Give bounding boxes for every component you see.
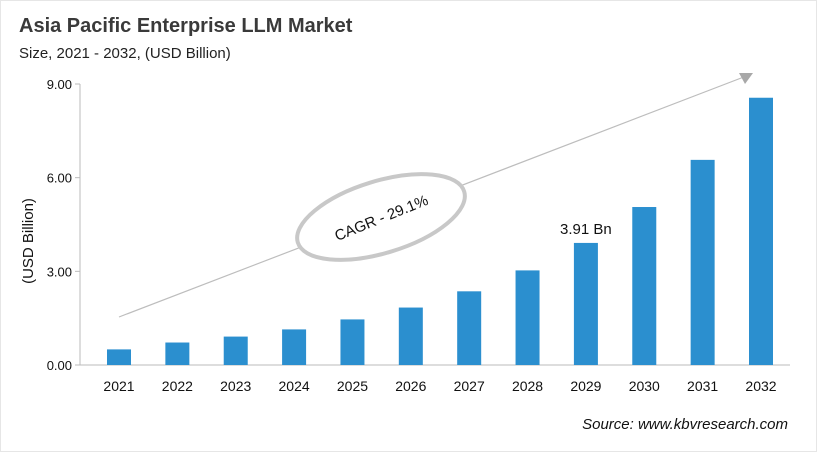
cagr-annotation: CAGR - 29.1% — [118, 73, 753, 318]
bar-2030 — [632, 207, 657, 365]
y-tick-label: 3.00 — [47, 264, 72, 279]
data-label: 3.91 Bn — [560, 221, 612, 238]
bar-2027 — [457, 291, 482, 365]
source-note: Source: www.kbvresearch.com — [582, 416, 788, 433]
x-tick-label: 2026 — [395, 378, 426, 394]
x-tick-label: 2032 — [745, 378, 776, 394]
y-tick-label: 9.00 — [47, 77, 72, 92]
x-tick-label: 2023 — [220, 378, 251, 394]
y-tick-label: 0.00 — [47, 358, 72, 373]
x-tick-label: 2022 — [162, 378, 193, 394]
chart-subtitle: Size, 2021 - 2032, (USD Billion) — [19, 45, 231, 62]
trend-arrow-head-icon — [739, 73, 753, 84]
bar-2028 — [515, 270, 540, 365]
y-axis-label: (USD Billion) — [20, 198, 37, 284]
x-tick-label: 2025 — [337, 378, 368, 394]
x-tick-label: 2028 — [512, 378, 543, 394]
chart-title: Asia Pacific Enterprise LLM Market — [19, 15, 353, 37]
x-tick-label: 2029 — [570, 378, 601, 394]
bar-2031 — [690, 159, 715, 365]
x-tick-label: 2031 — [687, 378, 718, 394]
bar-2024 — [282, 329, 307, 365]
y-tick-label: 6.00 — [47, 171, 72, 186]
bar-2032 — [749, 97, 773, 365]
bar-2021 — [107, 349, 131, 365]
x-tick-label: 2027 — [454, 378, 485, 394]
cagr-ellipse — [295, 172, 467, 262]
bar-2026 — [398, 307, 423, 365]
x-tick-label: 2030 — [629, 378, 660, 394]
bar-2025 — [340, 319, 365, 365]
x-tick-label: 2024 — [279, 378, 310, 394]
bar-2029 — [573, 242, 598, 365]
x-tick-label: 2021 — [103, 378, 134, 394]
bar-2022 — [165, 342, 190, 365]
bar-2023 — [223, 336, 248, 365]
